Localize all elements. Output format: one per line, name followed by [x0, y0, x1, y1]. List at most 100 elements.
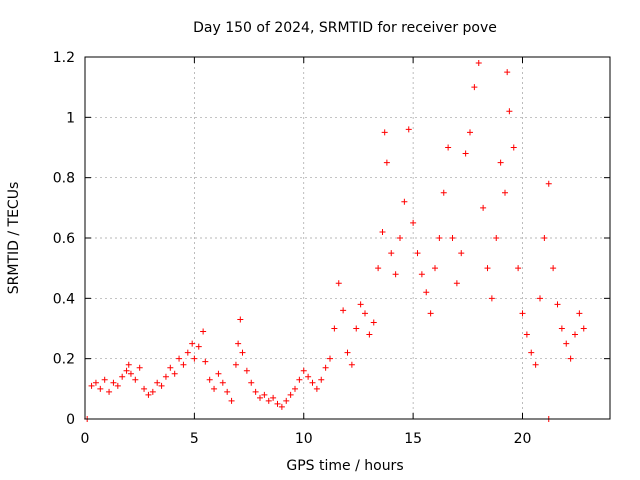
data-point: [176, 355, 183, 362]
x-tick-labels: 0 5 10 15 20: [81, 431, 532, 447]
data-point: [162, 373, 169, 380]
data-point: [572, 331, 578, 338]
data-point: [278, 403, 285, 410]
data-point: [381, 129, 388, 136]
data-point: [211, 385, 218, 392]
data-point: [502, 189, 508, 196]
data-point: [504, 69, 511, 76]
data-point: [127, 370, 134, 377]
data-point: [528, 349, 535, 356]
y-tick-label: 1.2: [53, 50, 75, 66]
data-point: [414, 250, 421, 257]
data-point: [401, 198, 408, 205]
data-point: [88, 382, 95, 389]
data-point: [318, 376, 325, 383]
data-point: [261, 391, 268, 398]
data-point: [248, 379, 255, 386]
data-point: [287, 391, 294, 398]
data-point: [322, 364, 329, 371]
x-tick-label: 10: [295, 431, 313, 447]
y-tick-labels: 0 0.2 0.4 0.6 0.8 1 1.2: [53, 50, 75, 428]
data-point: [475, 60, 482, 67]
data-point: [362, 310, 368, 317]
data-point: [92, 379, 99, 386]
data-point: [305, 373, 312, 380]
data-point: [189, 340, 196, 347]
data-point: [206, 376, 213, 383]
x-axis-label: GPS time / hours: [286, 458, 403, 474]
data-point: [195, 343, 202, 350]
data-point: [432, 265, 438, 272]
data-point: [484, 265, 491, 272]
data-point: [480, 204, 487, 211]
y-tick-label: 0.4: [53, 291, 75, 307]
data-point: [445, 144, 452, 151]
data-point: [467, 129, 473, 136]
data-point: [515, 265, 522, 272]
data-point: [410, 219, 417, 226]
data-point: [154, 379, 161, 386]
data-point: [537, 295, 543, 302]
data-point: [519, 310, 526, 317]
tick-marks: [84, 56, 610, 420]
data-point: [335, 280, 342, 287]
data-point: [235, 340, 242, 347]
data-point: [488, 295, 495, 302]
data-point: [458, 250, 465, 257]
data-point: [344, 349, 351, 356]
data-point: [257, 394, 263, 401]
data-point: [167, 364, 174, 371]
data-point: [462, 150, 469, 157]
data-point: [270, 394, 277, 401]
data-point: [119, 373, 126, 380]
data-point: [232, 361, 239, 368]
data-point: [327, 355, 333, 362]
x-tick-label: 20: [514, 431, 532, 447]
data-point: [550, 265, 557, 272]
data-point: [510, 144, 517, 151]
data-point: [136, 364, 143, 371]
data-point: [375, 265, 382, 272]
data-point: [427, 310, 434, 317]
data-points: [84, 60, 587, 422]
data-point: [497, 159, 504, 166]
data-point: [331, 325, 338, 332]
x-tick-label: 5: [190, 431, 199, 447]
data-point: [149, 388, 156, 395]
y-axis-label: SRMTID / TECUs: [6, 182, 22, 295]
data-point: [558, 325, 565, 332]
data-point: [405, 126, 412, 133]
data-point: [110, 379, 117, 386]
data-point: [184, 349, 191, 356]
data-point: [228, 397, 235, 404]
data-point: [224, 388, 231, 395]
data-point: [576, 310, 583, 317]
data-point: [563, 340, 570, 347]
data-point: [370, 319, 377, 326]
data-point: [101, 376, 108, 383]
data-point: [397, 235, 403, 241]
data-point: [541, 235, 548, 241]
data-point: [493, 235, 500, 241]
data-point: [265, 397, 272, 404]
data-point: [388, 250, 395, 257]
data-point: [191, 355, 198, 362]
x-tick-label: 15: [404, 431, 422, 447]
data-point: [114, 382, 121, 389]
data-point: [453, 280, 460, 287]
data-point: [97, 385, 104, 392]
data-point: [554, 301, 561, 308]
data-point: [353, 325, 360, 332]
data-point: [274, 400, 281, 407]
data-point: [357, 301, 364, 308]
data-point: [440, 189, 447, 196]
data-point: [436, 235, 443, 241]
data-point: [313, 385, 320, 392]
data-point: [383, 159, 390, 166]
data-point: [379, 228, 386, 235]
data-point: [532, 361, 539, 368]
data-point: [180, 361, 187, 368]
y-tick-label: 0.2: [53, 352, 75, 368]
y-tick-label: 0.8: [53, 171, 75, 187]
data-point: [545, 180, 552, 187]
